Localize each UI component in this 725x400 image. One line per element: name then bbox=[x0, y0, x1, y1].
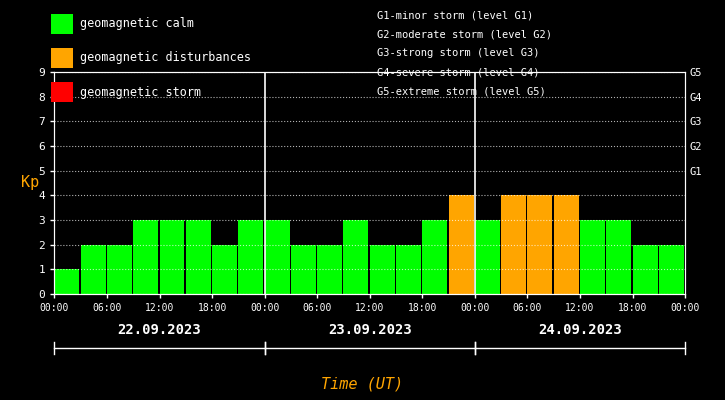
Text: G2-moderate storm (level G2): G2-moderate storm (level G2) bbox=[377, 29, 552, 39]
Text: G5-extreme storm (level G5): G5-extreme storm (level G5) bbox=[377, 87, 546, 97]
Bar bbox=[54, 269, 79, 294]
Bar bbox=[422, 220, 447, 294]
Text: geomagnetic disturbances: geomagnetic disturbances bbox=[80, 52, 251, 64]
Bar bbox=[107, 245, 132, 294]
Text: G1-minor storm (level G1): G1-minor storm (level G1) bbox=[377, 10, 534, 20]
Bar bbox=[659, 245, 684, 294]
Y-axis label: Kp: Kp bbox=[21, 176, 39, 190]
Bar bbox=[80, 245, 106, 294]
Text: G3-strong storm (level G3): G3-strong storm (level G3) bbox=[377, 48, 539, 58]
Bar bbox=[501, 195, 526, 294]
Bar bbox=[186, 220, 211, 294]
Text: geomagnetic storm: geomagnetic storm bbox=[80, 86, 201, 98]
Bar bbox=[291, 245, 316, 294]
Bar bbox=[606, 220, 631, 294]
Bar bbox=[685, 220, 710, 294]
Bar bbox=[632, 245, 658, 294]
Bar bbox=[317, 245, 342, 294]
Text: Time (UT): Time (UT) bbox=[321, 376, 404, 392]
Bar bbox=[527, 195, 552, 294]
Bar bbox=[370, 245, 394, 294]
Bar bbox=[212, 245, 237, 294]
Bar bbox=[554, 195, 579, 294]
Bar bbox=[239, 220, 263, 294]
Bar bbox=[133, 220, 158, 294]
Bar bbox=[449, 195, 473, 294]
Bar bbox=[160, 220, 184, 294]
Text: 24.09.2023: 24.09.2023 bbox=[538, 323, 622, 337]
Bar bbox=[396, 245, 421, 294]
Text: geomagnetic calm: geomagnetic calm bbox=[80, 18, 194, 30]
Bar bbox=[475, 220, 500, 294]
Text: 23.09.2023: 23.09.2023 bbox=[328, 323, 412, 337]
Bar bbox=[265, 220, 289, 294]
Bar bbox=[344, 220, 368, 294]
Text: 22.09.2023: 22.09.2023 bbox=[117, 323, 202, 337]
Text: G4-severe storm (level G4): G4-severe storm (level G4) bbox=[377, 68, 539, 78]
Bar bbox=[580, 220, 605, 294]
